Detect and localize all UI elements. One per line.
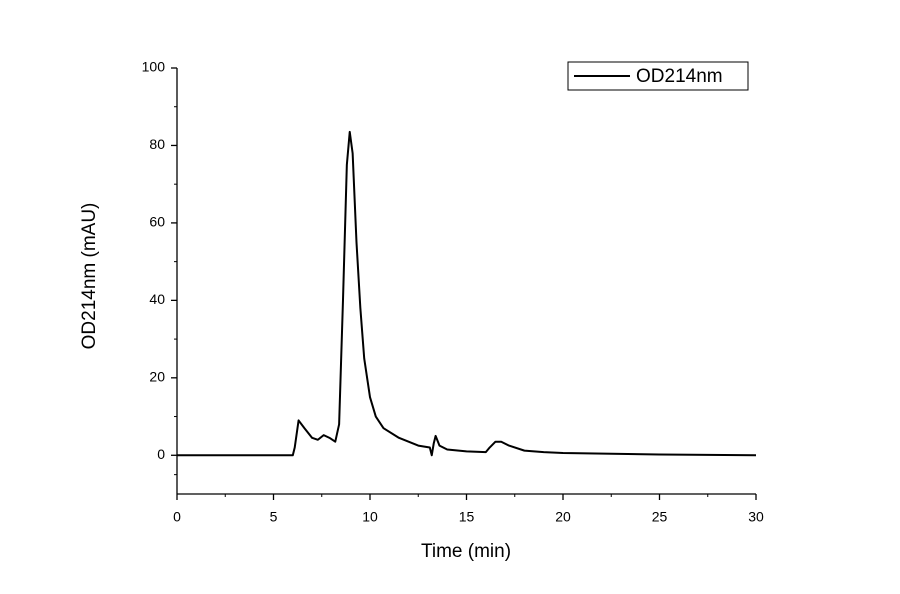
- y-tick-label: 60: [149, 214, 165, 230]
- x-tick-label: 25: [652, 509, 668, 525]
- y-tick-label: 40: [149, 291, 165, 307]
- x-tick-label: 0: [173, 509, 181, 525]
- y-tick-label: 80: [149, 136, 165, 152]
- y-tick-label: 20: [149, 369, 165, 385]
- y-tick-label: 0: [157, 446, 165, 462]
- x-tick-label: 10: [362, 509, 378, 525]
- legend-label: OD214nm: [636, 66, 723, 87]
- x-tick-label: 30: [748, 509, 764, 525]
- x-axis-title: Time (min): [421, 541, 511, 562]
- x-tick-label: 15: [459, 509, 475, 525]
- x-tick-label: 5: [270, 509, 278, 525]
- x-tick-label: 20: [555, 509, 571, 525]
- y-axis-title: OD214nm (mAU): [79, 203, 100, 350]
- y-tick-label: 100: [142, 59, 166, 75]
- data-line: [177, 130, 757, 457]
